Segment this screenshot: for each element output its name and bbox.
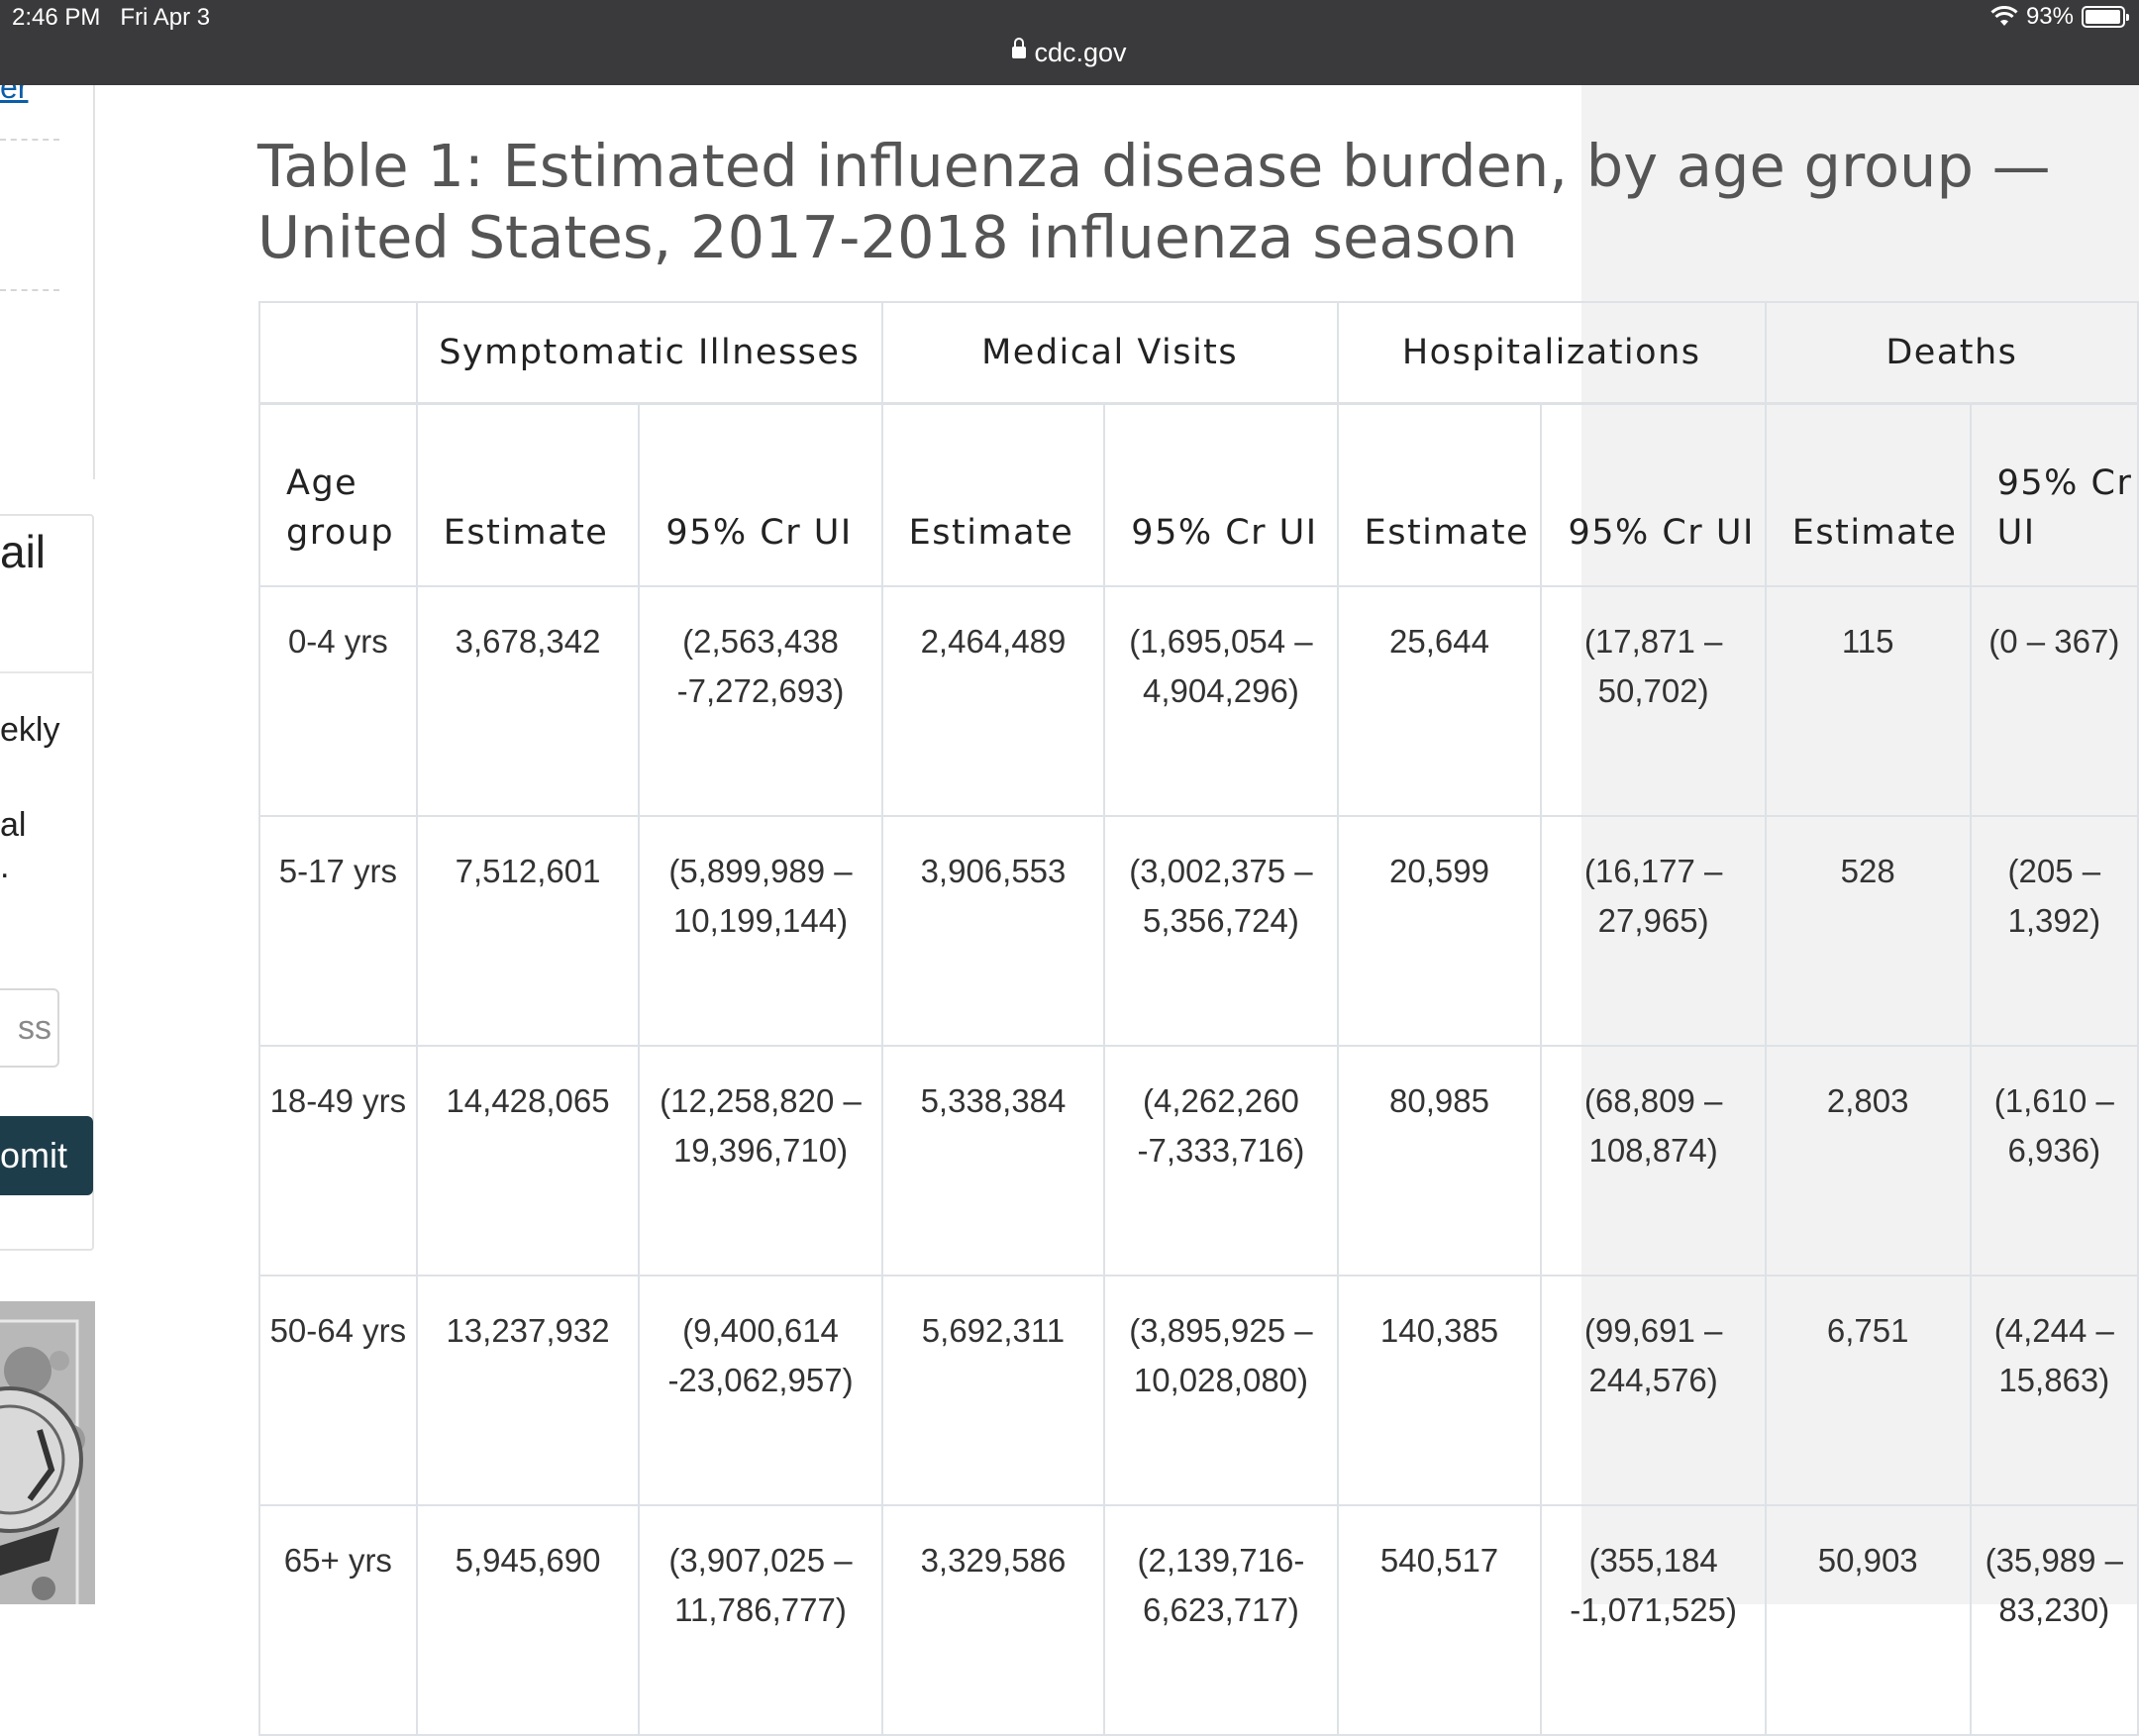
column-header: 95% Cr UI xyxy=(1540,402,1767,587)
group-header-row: Symptomatic Illnesses Medical Visits Hos… xyxy=(258,301,2139,405)
table-cell: (5,899,989 – 10,199,144) xyxy=(638,815,883,1047)
table-cell: (2,139,716- 6,623,717) xyxy=(1103,1504,1339,1736)
table-row: 65+ yrs 5,945,690 (3,907,025 – 11,786,77… xyxy=(258,1504,2139,1736)
submit-button[interactable]: omit xyxy=(0,1116,93,1195)
table-cell: (99,691 – 244,576) xyxy=(1540,1275,1767,1506)
divider xyxy=(0,139,59,141)
table-cell: 5-17 yrs xyxy=(258,815,418,1047)
browser-top-bar: 2:46 PM Fri Apr 3 93% cdc.gov xyxy=(0,0,2139,85)
table-cell: 528 xyxy=(1764,815,1972,1047)
table-cell: (355,184 -1,071,525) xyxy=(1540,1504,1767,1736)
table-cell: (68,809 – 108,874) xyxy=(1540,1045,1767,1276)
table-cell: 5,338,384 xyxy=(880,1045,1106,1276)
status-indicators: 93% xyxy=(1990,3,2129,31)
table-cell: 3,678,342 xyxy=(415,585,641,817)
table-cell: (205 – 1,392) xyxy=(1969,815,2139,1047)
status-clock: 2:46 PM xyxy=(12,4,101,31)
table-cell: (12,258,820 – 19,396,710) xyxy=(638,1045,883,1276)
column-header: Age group xyxy=(258,402,418,587)
panel-border xyxy=(93,85,95,479)
table-cell: 140,385 xyxy=(1336,1275,1543,1506)
group-header: Deaths xyxy=(1764,301,2139,405)
table-cell: 115 xyxy=(1764,585,1972,817)
column-header: 95% Cr UI xyxy=(1969,402,2139,587)
status-time: 2:46 PM Fri Apr 3 xyxy=(12,4,210,32)
table-cell: 6,751 xyxy=(1764,1275,1972,1506)
battery-icon xyxy=(2082,6,2129,28)
address-bar[interactable]: cdc.gov xyxy=(0,37,2139,68)
table-cell: 3,906,553 xyxy=(880,815,1106,1047)
signup-text: al xyxy=(0,806,27,844)
table-cell: 3,329,586 xyxy=(880,1504,1106,1736)
group-header: Symptomatic Illnesses xyxy=(415,301,883,405)
table-cell: 540,517 xyxy=(1336,1504,1543,1736)
group-header: Medical Visits xyxy=(880,301,1339,405)
empty-header-cell xyxy=(258,301,418,405)
table-cell: 20,599 xyxy=(1336,815,1543,1047)
table-row: 50-64 yrs 13,237,932 (9,400,614 -23,062,… xyxy=(258,1275,2139,1506)
table-cell: (1,610 – 6,936) xyxy=(1969,1045,2139,1276)
column-header: Estimate xyxy=(415,402,641,587)
divider xyxy=(0,289,59,291)
promo-image[interactable] xyxy=(0,1301,95,1604)
table-cell: 13,237,932 xyxy=(415,1275,641,1506)
column-header: Estimate xyxy=(1336,402,1543,587)
influenza-burden-table: Symptomatic Illnesses Medical Visits Hos… xyxy=(258,301,2139,1736)
column-header: Estimate xyxy=(1764,402,1972,587)
divider xyxy=(0,671,94,673)
table-cell: 80,985 xyxy=(1336,1045,1543,1276)
lock-icon xyxy=(1012,37,1027,58)
table-cell: (1,695,054 – 4,904,296) xyxy=(1103,585,1339,817)
sidebar-link[interactable]: er xyxy=(0,85,29,105)
table-cell: (3,002,375 – 5,356,724) xyxy=(1103,815,1339,1047)
table-cell: (3,895,925 – 10,028,080) xyxy=(1103,1275,1339,1506)
battery-percent: 93% xyxy=(2025,3,2074,30)
email-signup-title: ail xyxy=(0,526,47,577)
virus-illustration-icon xyxy=(0,1301,95,1604)
table-cell: 5,945,690 xyxy=(415,1504,641,1736)
left-sidebar: er ail ekly al . ss omit xyxy=(0,85,99,1604)
table-cell: 7,512,601 xyxy=(415,815,641,1047)
table-cell: (35,989 – 83,230) xyxy=(1969,1504,2139,1736)
signup-text: . xyxy=(0,848,10,885)
email-input[interactable]: ss xyxy=(0,988,59,1068)
table-cell: (0 – 367) xyxy=(1969,585,2139,817)
column-header: 95% Cr UI xyxy=(1103,402,1339,587)
column-header-row: Age group Estimate 95% Cr UI Estimate 95… xyxy=(258,402,2139,587)
table-cell: 25,644 xyxy=(1336,585,1543,817)
url-text: cdc.gov xyxy=(1034,38,1127,67)
column-header: 95% Cr UI xyxy=(638,402,883,587)
status-date: Fri Apr 3 xyxy=(120,4,211,31)
table-cell: (3,907,025 – 11,786,777) xyxy=(638,1504,883,1736)
group-header: Hospitalizations xyxy=(1336,301,1767,405)
table-cell: 14,428,065 xyxy=(415,1045,641,1276)
table-cell: 65+ yrs xyxy=(258,1504,418,1736)
table-cell: (2,563,438 -7,272,693) xyxy=(638,585,883,817)
column-header: Estimate xyxy=(880,402,1106,587)
table-row: 18-49 yrs 14,428,065 (12,258,820 – 19,39… xyxy=(258,1045,2139,1276)
table-cell: (17,871 – 50,702) xyxy=(1540,585,1767,817)
table-cell: 50-64 yrs xyxy=(258,1275,418,1506)
table-cell: (9,400,614 -23,062,957) xyxy=(638,1275,883,1506)
wifi-icon xyxy=(1990,6,2018,26)
table-cell: 18-49 yrs xyxy=(258,1045,418,1276)
table-cell: (4,262,260 -7,333,716) xyxy=(1103,1045,1339,1276)
table-container: Symptomatic Illnesses Medical Visits Hos… xyxy=(258,301,2139,1736)
table-row: 0-4 yrs 3,678,342 (2,563,438 -7,272,693)… xyxy=(258,585,2139,817)
page-title: Table 1: Estimated influenza disease bur… xyxy=(257,132,2051,271)
table-cell: (4,244 – 15,863) xyxy=(1969,1275,2139,1506)
table-cell: 50,903 xyxy=(1764,1504,1972,1736)
signup-text: ekly xyxy=(0,711,60,749)
table-cell: 2,464,489 xyxy=(880,585,1106,817)
table-cell: 0-4 yrs xyxy=(258,585,418,817)
table-row: 5-17 yrs 7,512,601 (5,899,989 – 10,199,1… xyxy=(258,815,2139,1047)
table-cell: 5,692,311 xyxy=(880,1275,1106,1506)
table-cell: (16,177 – 27,965) xyxy=(1540,815,1767,1047)
table-cell: 2,803 xyxy=(1764,1045,1972,1276)
